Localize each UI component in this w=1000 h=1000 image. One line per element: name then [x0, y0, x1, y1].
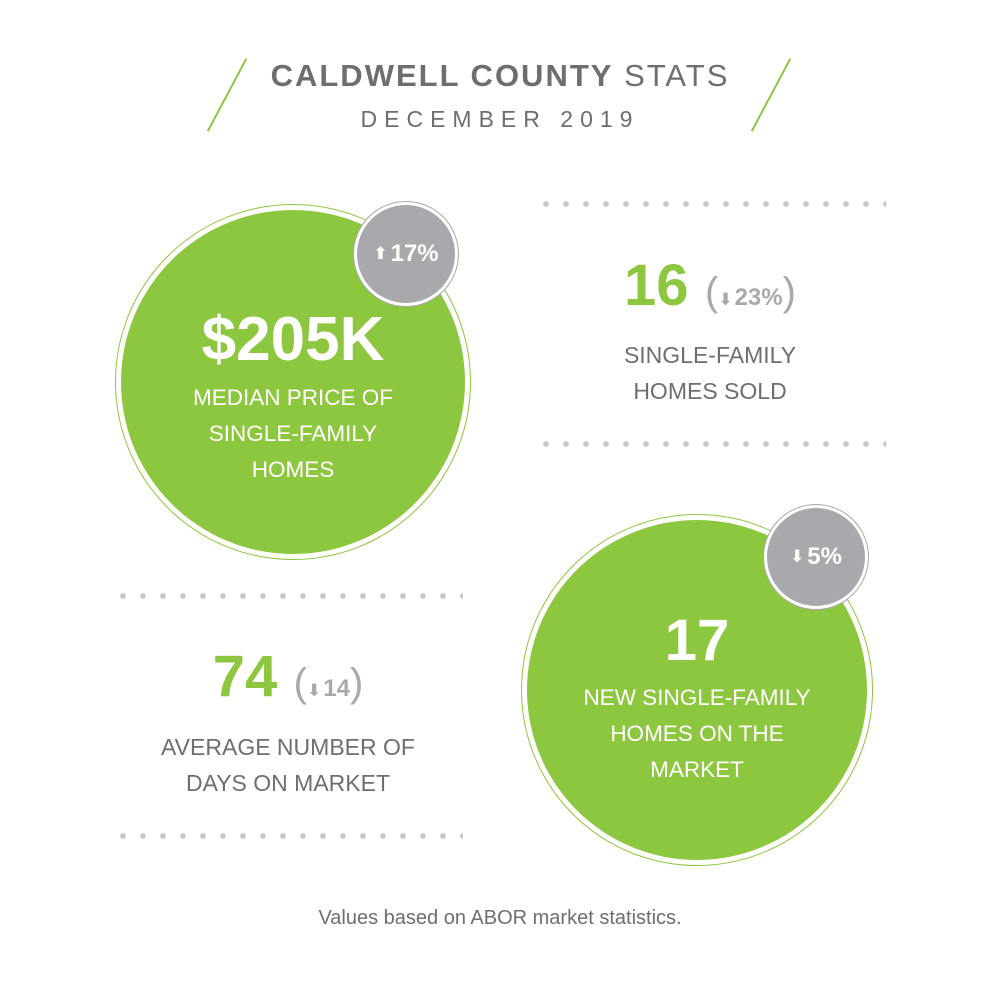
footer-note: Values based on ABOR market statistics.: [318, 907, 682, 929]
homes-sold-change: 23%: [734, 284, 783, 311]
title-county: CALDWELL COUNTY: [270, 58, 614, 93]
divider-dots: [536, 201, 886, 207]
arrow-down-icon: ⬇: [718, 290, 733, 309]
new-listings-label: NEW SINGLE-FAMILY HOMES ON THE MARKET: [583, 685, 811, 782]
arrow-down-icon: ⬇: [307, 681, 322, 700]
new-listings-value: 17: [664, 608, 730, 673]
median-price-change: 17%: [390, 240, 439, 267]
arrow-down-icon: ⬇: [790, 547, 805, 566]
divider-dots: [113, 833, 463, 839]
page-title: CALDWELL COUNTY STATS: [0, 58, 1000, 94]
homes-sold-label: SINGLE-FAMILY HOMES SOLD: [623, 342, 797, 404]
median-price-ring: [115, 204, 471, 560]
days-on-market-label: AVERAGE NUMBER OF DAYS ON MARKET: [161, 734, 415, 796]
title-stats: STATS: [624, 58, 730, 93]
median-price-change-badge: ⬆ 17%: [354, 202, 458, 306]
days-on-market-value: 74: [212, 644, 278, 709]
days-on-market-figure: 74 (⬇14): [212, 644, 364, 709]
homes-sold-figure: 16 (⬇23%): [624, 253, 796, 318]
new-listings-change-badge: ⬇ 5%: [764, 505, 868, 609]
median-price-label: MEDIAN PRICE OF SINGLE-FAMILY HOMES: [192, 385, 394, 482]
new-listings-change: 5%: [807, 543, 842, 570]
median-price-value: $205K: [201, 305, 385, 374]
homes-sold-value: 16: [624, 253, 689, 318]
new-listings-ring: [521, 514, 873, 866]
days-on-market-change: 14: [323, 675, 350, 702]
divider-dots: [536, 441, 886, 447]
arrow-up-icon: ⬆: [373, 244, 388, 263]
page-subtitle: DECEMBER 2019: [360, 106, 640, 132]
divider-dots: [113, 593, 463, 599]
